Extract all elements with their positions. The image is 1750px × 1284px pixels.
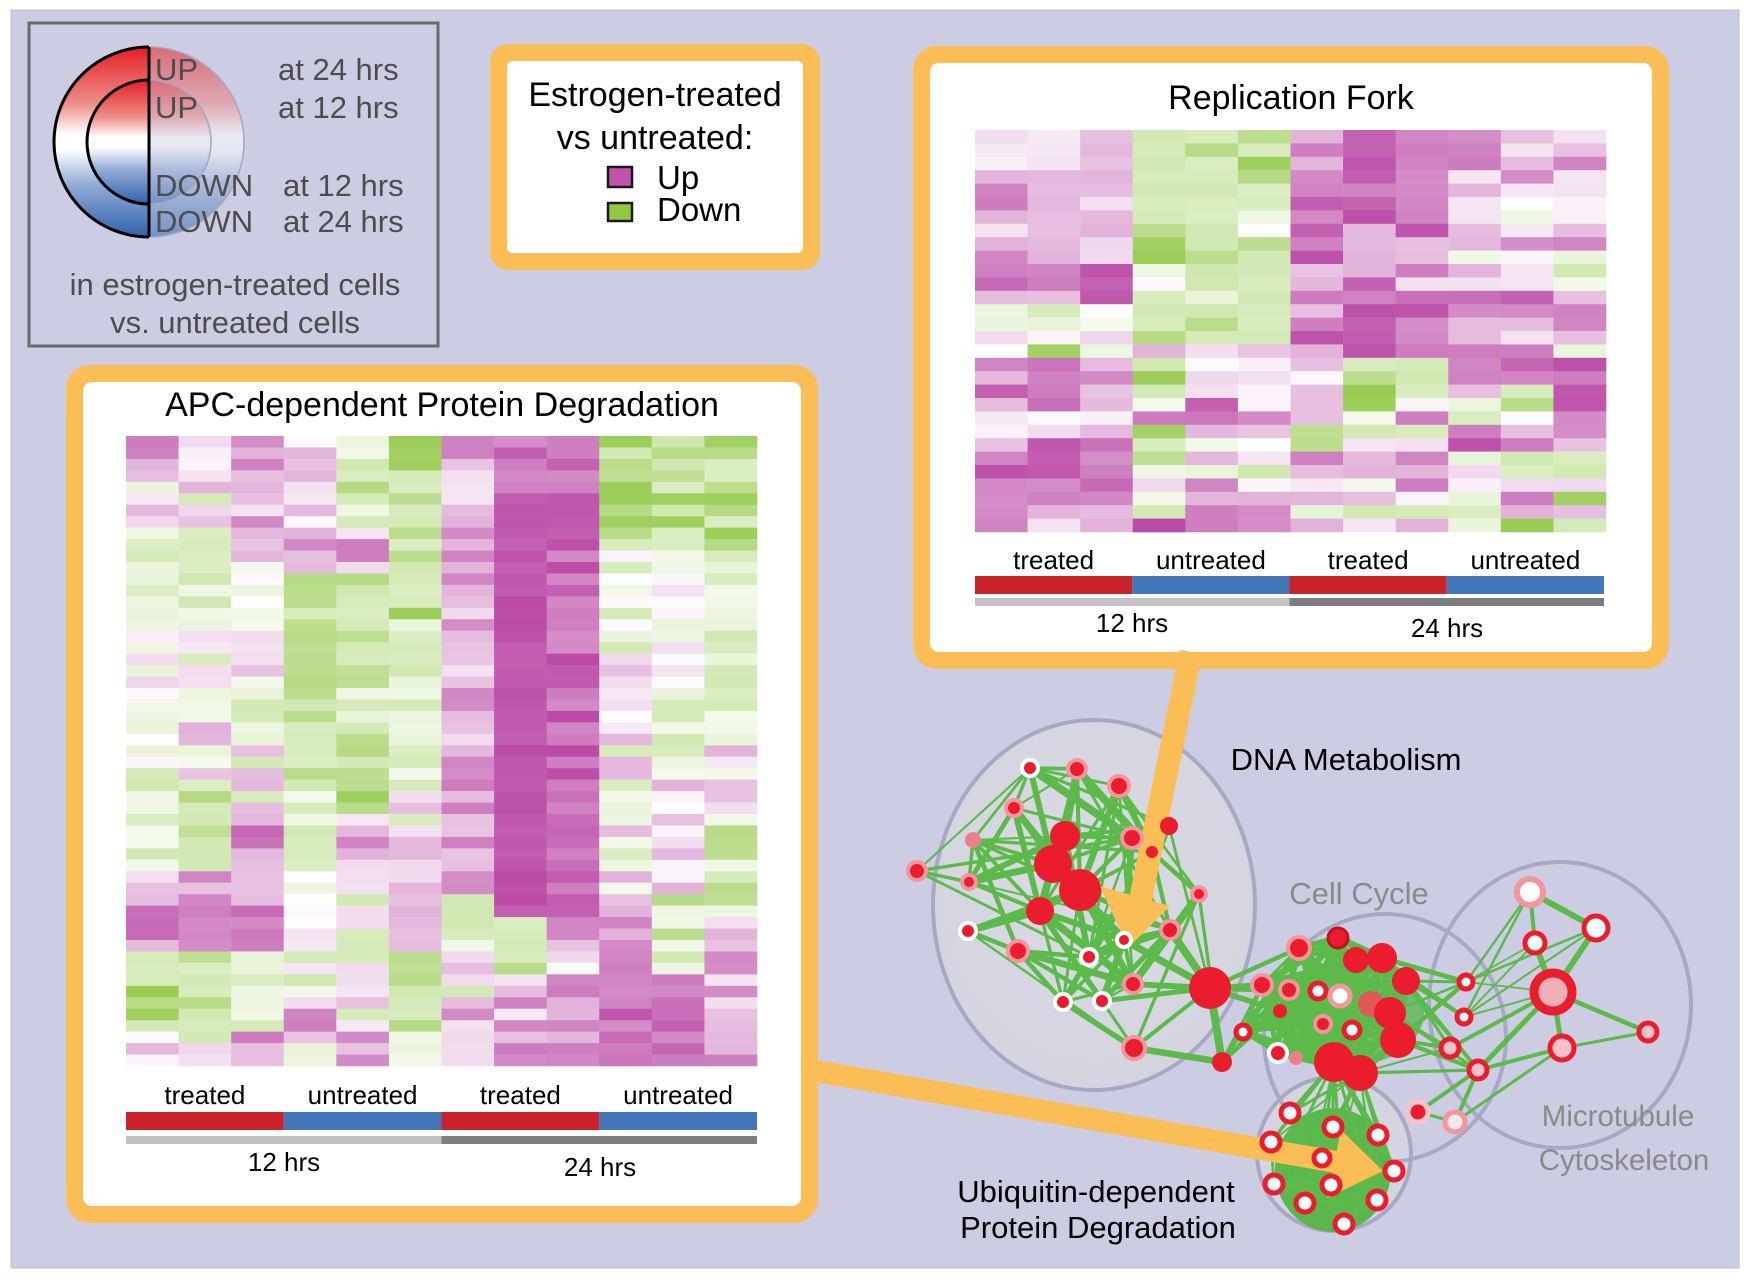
svg-text:untreated: untreated (308, 1080, 418, 1110)
svg-text:DOWN: DOWN (155, 168, 253, 203)
svg-text:untreated: untreated (1470, 545, 1580, 575)
svg-text:treated: treated (480, 1080, 561, 1110)
svg-text:UP: UP (155, 52, 198, 87)
svg-text:Replication Fork: Replication Fork (1168, 79, 1415, 117)
svg-text:24 hrs: 24 hrs (564, 1152, 636, 1182)
svg-text:vs. untreated cells: vs. untreated cells (110, 305, 360, 340)
svg-text:Cell Cycle: Cell Cycle (1289, 876, 1429, 911)
svg-text:Ubiquitin-dependent: Ubiquitin-dependent (957, 1174, 1235, 1209)
svg-text:untreated: untreated (1156, 545, 1266, 575)
svg-text:at 12 hrs: at 12 hrs (283, 168, 404, 203)
svg-text:DOWN: DOWN (155, 204, 253, 239)
svg-text:12 hrs: 12 hrs (1096, 608, 1168, 638)
svg-text:APC-dependent Protein Degradat: APC-dependent Protein Degradation (165, 386, 719, 424)
svg-text:Microtubule: Microtubule (1542, 1100, 1694, 1133)
svg-text:DNA Metabolism: DNA Metabolism (1231, 742, 1462, 777)
svg-text:at 24 hrs: at 24 hrs (278, 52, 399, 87)
svg-text:vs untreated:: vs untreated: (557, 119, 754, 157)
svg-text:at 12 hrs: at 12 hrs (278, 90, 399, 125)
svg-text:at 24 hrs: at 24 hrs (283, 204, 404, 239)
svg-text:Cytoskeleton: Cytoskeleton (1539, 1144, 1710, 1177)
svg-text:Protein Degradation: Protein Degradation (960, 1210, 1236, 1245)
svg-text:Up: Up (657, 159, 699, 196)
svg-text:in estrogen-treated cells: in estrogen-treated cells (70, 267, 401, 302)
svg-text:untreated: untreated (623, 1080, 733, 1110)
svg-text:24 hrs: 24 hrs (1411, 613, 1483, 643)
svg-text:Down: Down (657, 191, 741, 228)
svg-text:treated: treated (164, 1080, 245, 1110)
svg-text:12 hrs: 12 hrs (248, 1147, 320, 1177)
svg-text:UP: UP (155, 90, 198, 125)
svg-text:treated: treated (1013, 545, 1094, 575)
svg-text:treated: treated (1328, 545, 1409, 575)
svg-text:Estrogen-treated: Estrogen-treated (528, 76, 781, 114)
